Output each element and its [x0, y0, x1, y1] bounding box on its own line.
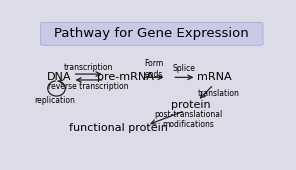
Text: protein: protein	[171, 100, 210, 110]
Text: transcription: transcription	[64, 63, 113, 72]
Text: post-translational
modifications: post-translational modifications	[154, 109, 223, 129]
FancyBboxPatch shape	[41, 22, 263, 45]
Text: translation: translation	[197, 89, 239, 98]
Text: Pathway for Gene Expression: Pathway for Gene Expression	[54, 27, 249, 40]
Text: pre-mRNA: pre-mRNA	[97, 72, 154, 82]
Text: DNA: DNA	[46, 72, 71, 82]
Text: replication: replication	[34, 96, 75, 105]
Text: Form
ends: Form ends	[144, 59, 164, 79]
Text: mRNA: mRNA	[197, 72, 232, 82]
Text: functional protein: functional protein	[69, 123, 168, 133]
Text: reverse transcription: reverse transcription	[48, 82, 129, 91]
Text: Splice: Splice	[172, 64, 195, 73]
